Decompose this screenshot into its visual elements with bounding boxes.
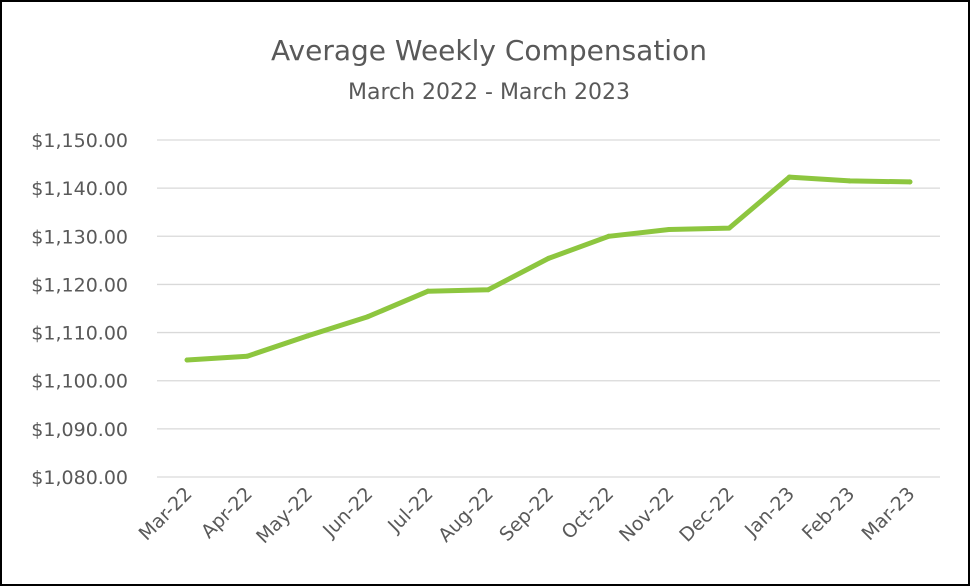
data-point	[907, 179, 913, 185]
x-tick-label: Jun-22	[318, 483, 377, 542]
y-axis-tick-labels: $1,150.00 $1,140.00 $1,130.00 $1,120.00 $1,1…	[31, 130, 128, 489]
chart-subtitle: March 2022 - March 2023	[348, 80, 630, 105]
x-tick-label: Aug-22	[434, 483, 498, 547]
x-tick-label: Mar-22	[135, 483, 197, 545]
data-point	[606, 233, 612, 239]
chart-title: Average Weekly Compensation	[271, 34, 707, 67]
gridlines	[157, 139, 940, 478]
x-tick-label: May-22	[252, 483, 317, 548]
y-tick-label: $1,130.00	[31, 226, 128, 248]
y-tick-label: $1,110.00	[31, 323, 128, 345]
data-point	[847, 178, 853, 184]
y-tick-label: $1,120.00	[31, 274, 128, 296]
y-tick-label: $1,140.00	[31, 178, 128, 200]
data-point	[485, 287, 491, 293]
x-tick-label: Feb-23	[798, 483, 859, 544]
x-tick-label: Nov-22	[615, 483, 678, 546]
x-tick-label: Oct-22	[558, 483, 619, 544]
x-tick-label: Jul-22	[383, 483, 437, 537]
data-point	[305, 333, 311, 339]
data-point	[786, 174, 792, 180]
x-tick-label: Dec-22	[675, 483, 739, 547]
data-point	[425, 288, 431, 294]
data-point	[244, 353, 250, 359]
y-tick-label: $1,090.00	[31, 419, 128, 441]
data-point	[546, 255, 551, 261]
data-point	[365, 314, 371, 320]
y-tick-label: $1,080.00	[31, 467, 128, 489]
y-tick-label: $1,100.00	[31, 371, 128, 393]
x-tick-label: Jan-23	[740, 483, 799, 542]
y-tick-label: $1,150.00	[31, 130, 128, 152]
x-tick-label: Mar-23	[857, 483, 919, 545]
series-layer	[184, 174, 913, 363]
data-point	[666, 227, 672, 233]
x-tick-label: Sep-22	[495, 483, 558, 546]
data-point	[726, 225, 732, 231]
data-point	[184, 357, 190, 363]
x-tick-label: Apr-22	[197, 483, 257, 543]
